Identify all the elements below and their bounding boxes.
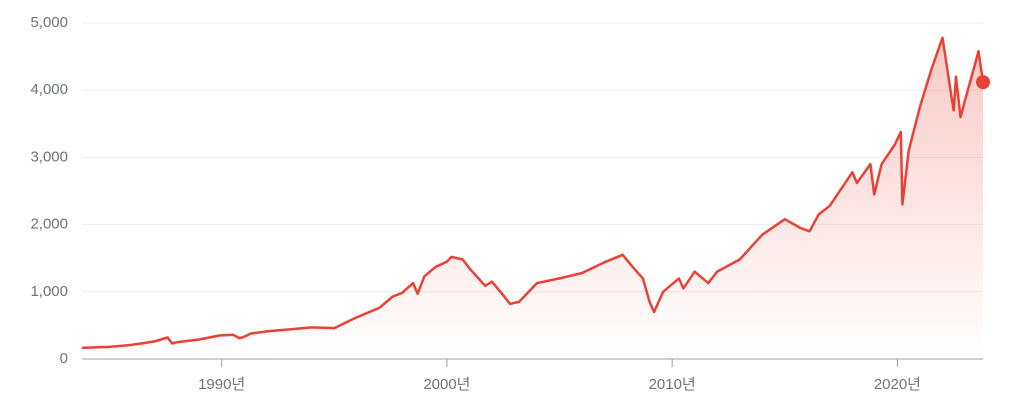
y-tick-label: 4,000 [30, 81, 68, 98]
x-tick-label: 2010년 [649, 376, 696, 393]
y-tick-label: 0 [60, 350, 68, 367]
end-point [976, 75, 990, 90]
y-tick-label: 2,000 [30, 216, 68, 233]
line [81, 36, 985, 350]
y-tick-label: 1,000 [30, 283, 68, 300]
x-tick-label: 2000년 [423, 376, 470, 393]
x-tick-label: 1990년 [198, 376, 245, 393]
y-tick-label: 5,000 [30, 14, 68, 31]
x-tick-label: 2020년 [874, 376, 921, 393]
area [82, 37, 983, 360]
y-tick-label: 3,000 [30, 148, 68, 165]
